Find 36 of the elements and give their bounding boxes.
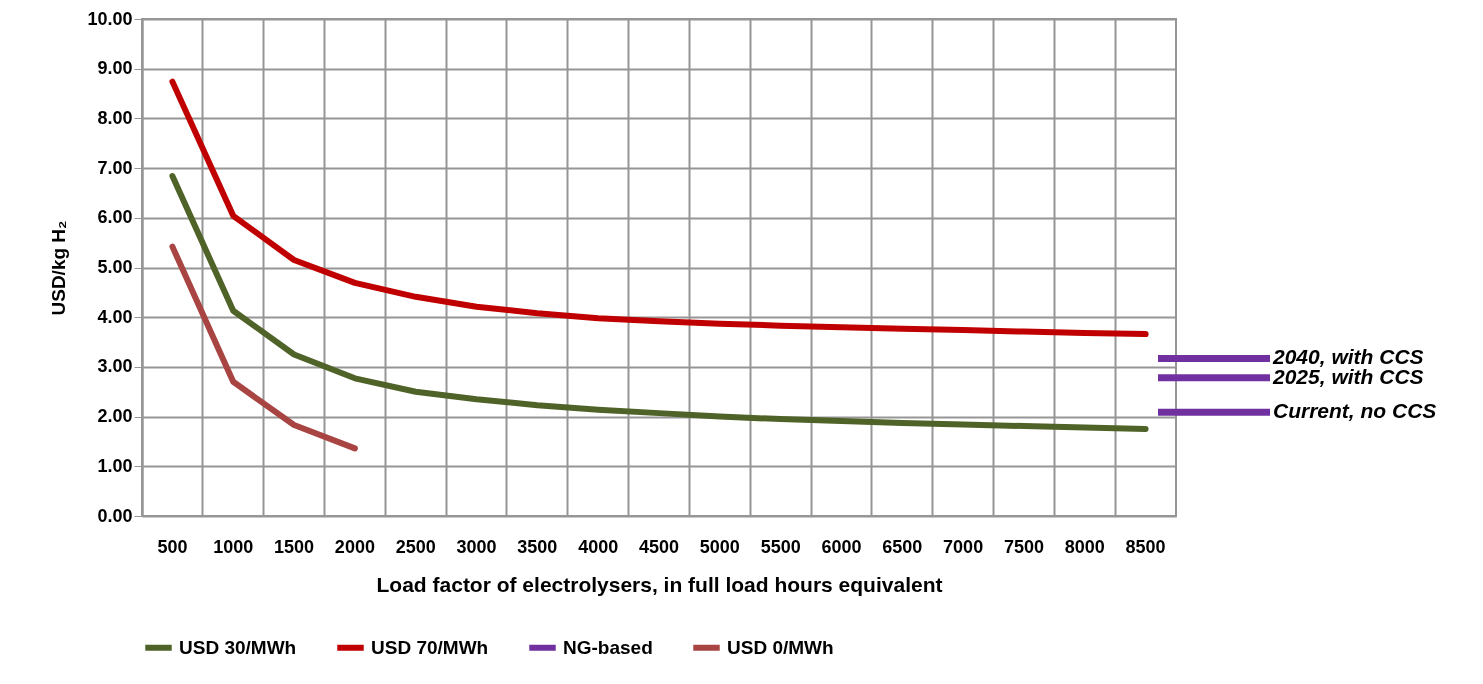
legend-label: USD 30/MWh xyxy=(179,636,297,658)
legend-label: NG-based xyxy=(563,636,653,658)
y-axis-title: USD/kg H₂ xyxy=(48,220,70,316)
x-tick-label: 2500 xyxy=(395,536,436,557)
y-tick-label: 5.00 xyxy=(97,257,133,277)
x-tick-label: 8500 xyxy=(1125,536,1166,557)
x-tick-label: 500 xyxy=(157,536,188,557)
x-tick-label: 4000 xyxy=(578,536,619,557)
x-tick-label: 8000 xyxy=(1064,536,1105,557)
y-tick-label: 3.00 xyxy=(97,356,133,377)
legend-label: USD 0/MWh xyxy=(727,636,834,658)
y-tick-label: 4.00 xyxy=(97,306,133,327)
y-tick-label: 2.00 xyxy=(97,406,133,427)
x-tick-label: 6000 xyxy=(821,536,862,557)
ref-line-label: Current, no CCS xyxy=(1273,399,1437,423)
ref-line-label: 2040, with CCS xyxy=(1272,345,1424,369)
y-tick-label: 6.00 xyxy=(97,207,133,228)
x-tick-label: 3000 xyxy=(456,536,497,557)
x-tick-label: 4500 xyxy=(638,536,680,557)
x-tick-label: 1000 xyxy=(213,536,254,557)
x-axis-title: Load factor of electrolysers, in full load hours equivalent xyxy=(376,572,943,596)
y-tick-label: 0.00 xyxy=(97,505,133,526)
y-tick-label: 7.00 xyxy=(97,157,133,178)
x-tick-label: 5000 xyxy=(699,536,740,557)
x-tick-label: 5500 xyxy=(760,536,801,557)
legend-label: USD 70/MWh xyxy=(371,636,489,658)
y-tick-label: 10.00 xyxy=(87,8,133,29)
x-tick-label: 2000 xyxy=(334,536,375,557)
y-tick-label: 8.00 xyxy=(97,107,133,128)
x-tick-label: 1500 xyxy=(274,536,315,557)
x-tick-label: 3500 xyxy=(517,536,558,557)
x-tick-label: 7000 xyxy=(943,536,984,557)
y-tick-label: 1.00 xyxy=(97,455,133,476)
x-tick-label: 7500 xyxy=(1003,536,1044,557)
y-tick-label: 9.00 xyxy=(97,58,133,79)
x-tick-label: 6500 xyxy=(882,536,923,557)
